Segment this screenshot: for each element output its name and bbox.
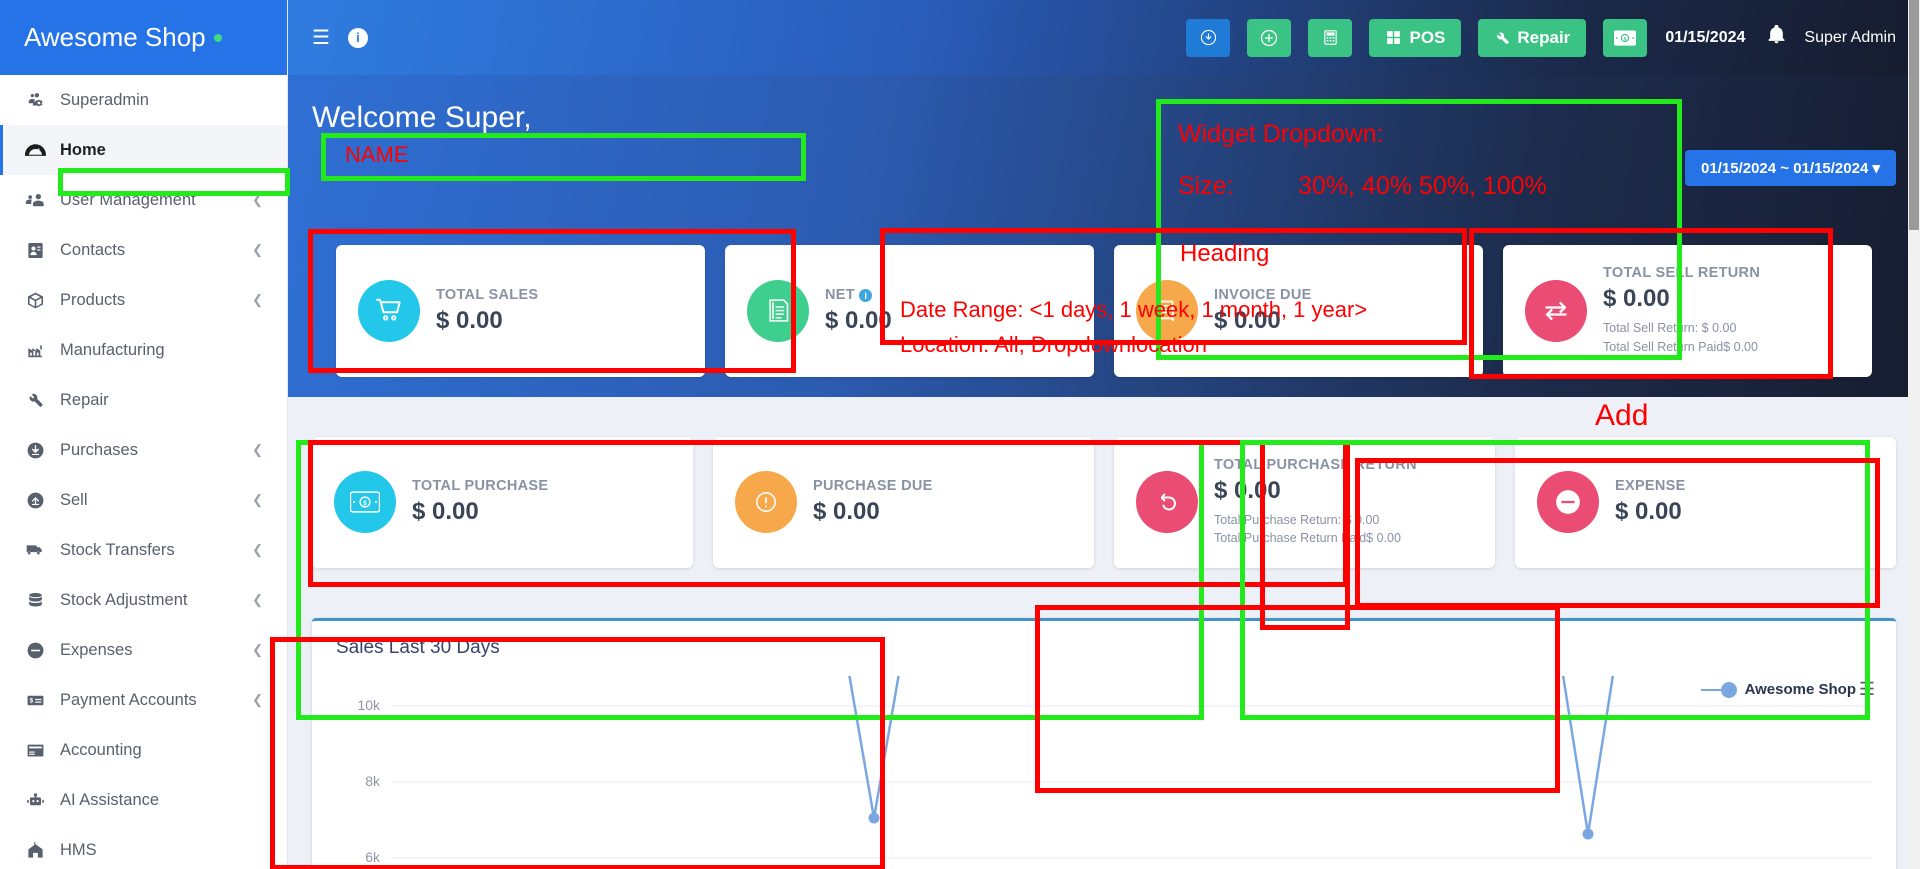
svg-text:10k: 10k — [357, 697, 381, 713]
svg-text:$: $ — [29, 697, 33, 704]
svg-text:$: $ — [363, 500, 367, 507]
svg-text:6k: 6k — [365, 849, 381, 865]
svg-text:$: $ — [1624, 36, 1627, 42]
svg-text:8k: 8k — [365, 773, 381, 789]
